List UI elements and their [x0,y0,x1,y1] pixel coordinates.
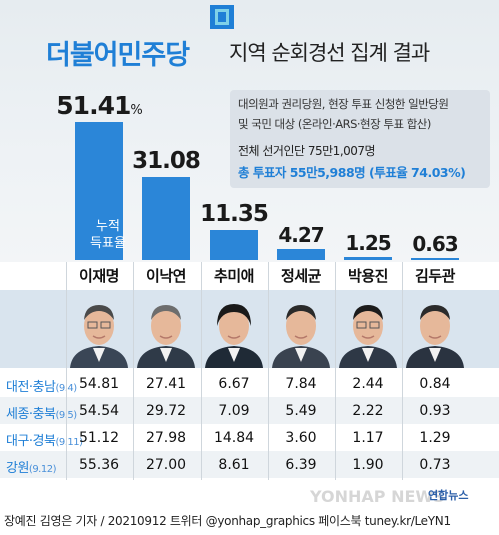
table-row [0,424,499,451]
column-divider [402,262,403,480]
column-divider [133,262,134,480]
table-cell: 1.17 [352,430,384,446]
table-cell: 7.09 [218,403,250,419]
bar-value-label: 0.63 [412,232,458,256]
bar-5 [344,256,392,260]
cumulative-label-line-2: 득표율 [90,236,126,251]
bar-4 [277,248,325,260]
bar-value-label: 11.35 [200,200,269,227]
table-cell: 5.49 [285,403,317,419]
table-cell: 27.41 [145,376,187,392]
table-cell: 3.60 [285,430,317,446]
candidate-name-row [0,262,499,290]
candidate-photo [337,292,399,368]
table-cell: 2.44 [352,376,384,392]
info-box [230,90,490,188]
column-divider [201,262,202,480]
table-cell: 1.90 [352,457,384,473]
party-flag-icon [210,5,234,29]
chart-title: 지역 순회경선 집계 결과 [229,41,430,65]
table-cell: 6.39 [285,457,317,473]
candidate-photo [404,292,466,368]
table-cell: 55.36 [78,457,120,473]
table-cell: 6.67 [218,376,250,392]
bar-6 [411,258,459,260]
table-cell: 27.00 [145,457,187,473]
info-line-4: 총 투표자 55만5,988명 (투표율 74.03%) [238,165,466,180]
table-cell: 0.93 [419,403,451,419]
candidate-photo [203,292,265,368]
column-divider [335,262,336,480]
candidate-name: 추미애 [214,267,254,285]
column-divider [268,262,269,480]
watermark-text: YONHAP NEWS [310,487,445,506]
cumulative-label-line-1: 누적 [96,219,120,234]
table-cell: 2.22 [352,403,384,419]
bar-3 [210,229,258,260]
table-cell: 54.54 [78,403,120,419]
column-divider [66,262,67,480]
bar-value-label: 51.41% [56,91,142,121]
info-line-1: 대의원과 권리당원, 현장 투표 신청한 일반당원 [238,97,449,111]
candidate-name: 이재명 [79,267,119,285]
table-cell: 8.61 [218,457,250,473]
table-cell: 54.81 [78,376,120,392]
table-cell: 27.98 [145,430,187,446]
info-line-2: 및 국민 대상 (온라인·ARS·현장 투표 합산) [238,117,431,131]
table-cell: 51.12 [78,430,120,446]
bar-value-label: 1.25 [345,230,391,255]
region-label: 강원(9.12) [6,461,57,476]
candidate-photo [270,292,332,368]
candidate-name: 박용진 [348,267,388,285]
table-cell: 0.84 [419,376,451,392]
party-name: 더불어민주당 [46,40,190,71]
table-cell: 7.84 [285,376,317,392]
candidate-name: 이낙연 [146,267,186,285]
bar-1 [75,122,123,260]
table-cell: 29.72 [145,403,187,419]
candidate-name: 정세균 [281,267,321,285]
brand-logo: 연합뉴스 [428,489,469,502]
candidate-photo [68,292,130,368]
info-line-3: 전체 선거인단 75만1,007명 [238,144,376,158]
table-row [0,370,499,397]
footer-credit: 장예진 김영은 기자 / 20210912 트위터 @yonhap_graphi… [4,514,451,528]
percent-sign: % [130,103,142,119]
region-label: 대구·경북(9.11) [6,434,83,449]
table-cell: 0.73 [419,457,451,473]
table-row [0,397,499,424]
table-row [0,451,499,478]
bar-value-label: 4.27 [278,222,324,247]
table-cell: 1.29 [419,430,451,446]
candidate-name: 김두관 [415,267,455,285]
bar-value-label: 31.08 [132,147,201,174]
table-cell: 14.84 [213,430,255,446]
candidate-photo [135,292,197,368]
bar-2 [142,176,190,260]
